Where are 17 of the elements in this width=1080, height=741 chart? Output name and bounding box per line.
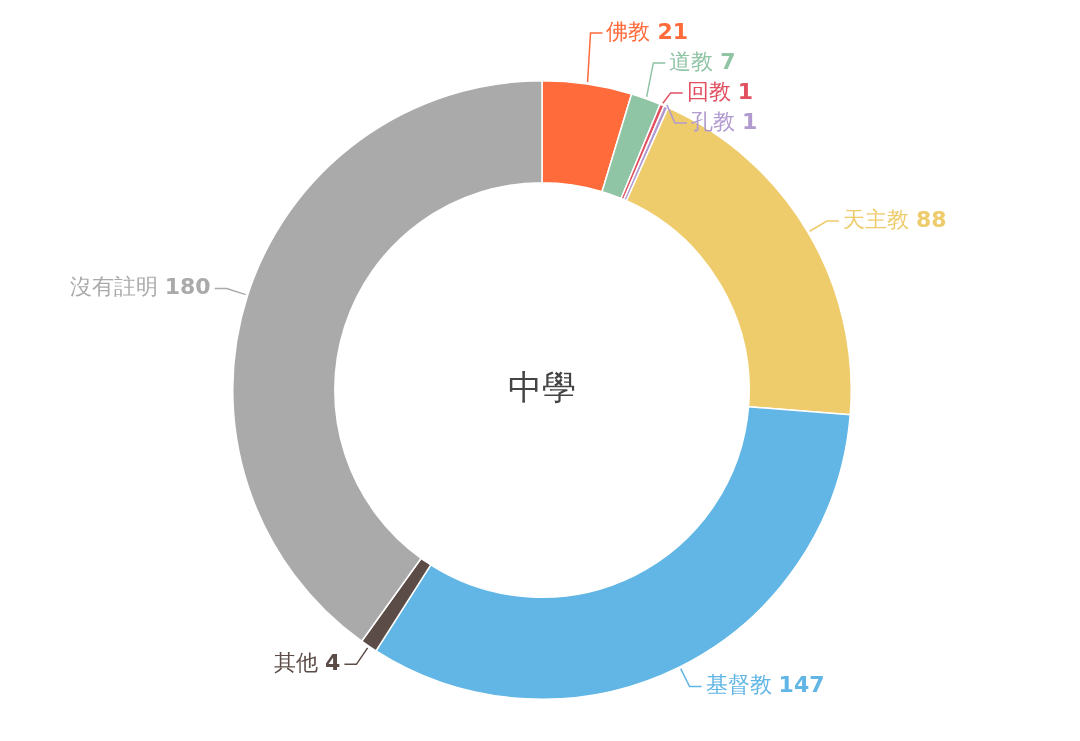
slice-label: 回教 (686, 78, 738, 104)
data-label: 180 (164, 274, 211, 300)
data-label: 21 (657, 18, 689, 44)
slice-label: 其他 (274, 650, 326, 676)
slice-label: 佛教 (606, 18, 658, 44)
data-label: 7 (720, 48, 736, 74)
slice-label: 基督教 (705, 672, 779, 698)
data-label: 88 (915, 206, 947, 232)
data-label: 4 (325, 650, 341, 676)
text: 中學 (508, 366, 576, 407)
data-label: 1 (737, 78, 753, 104)
slice-label: 天主教 (842, 206, 916, 232)
slice-label: 沒有註明 (69, 274, 165, 300)
data-label: 1 (741, 108, 758, 134)
legend-label: 孔教 (690, 108, 742, 134)
data-label: 147 (778, 672, 825, 698)
slice-label: 道教 (669, 48, 721, 74)
